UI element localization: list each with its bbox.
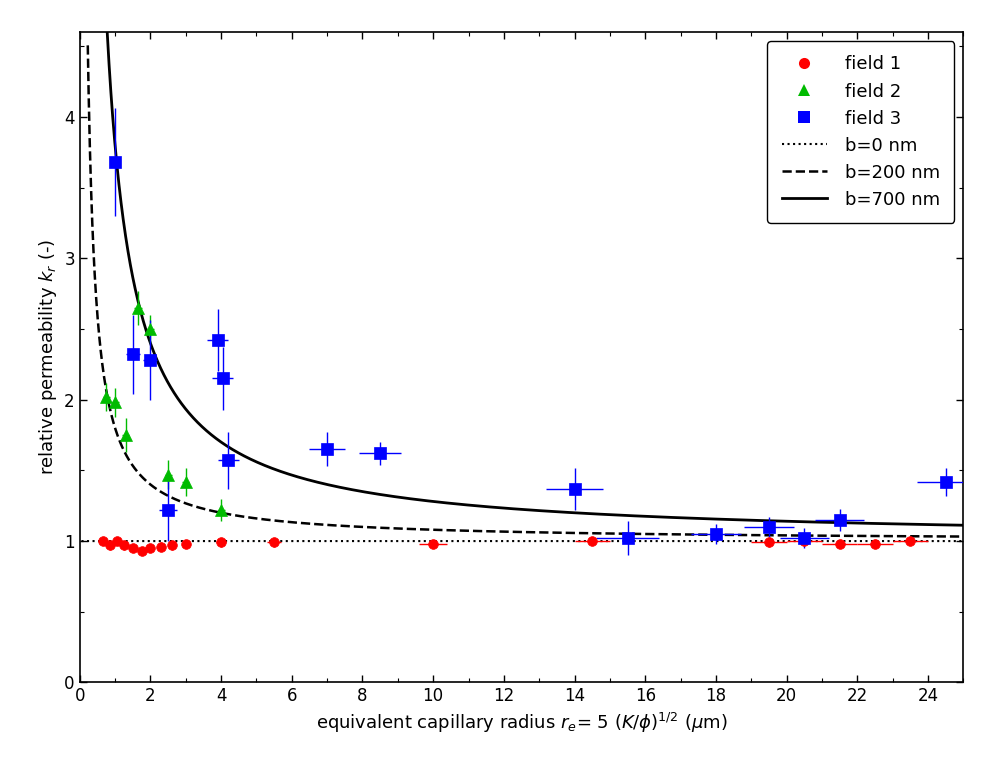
b=700 nm <box>741 515 753 525</box>
b=200 nm <box>656 529 668 538</box>
b=0 nm <box>420 536 432 545</box>
b=700 nm <box>801 517 813 526</box>
b=0 nm <box>178 536 190 545</box>
Legend: field 1, field 2, field 3, b=0 nm, b=200 nm, b=700 nm: field 1, field 2, field 3, b=0 nm, b=200… <box>767 41 954 223</box>
b=0 nm <box>75 536 87 545</box>
b=0 nm <box>459 536 471 545</box>
b=200 nm <box>267 516 279 525</box>
b=200 nm <box>82 41 94 50</box>
b=200 nm <box>749 531 761 540</box>
b=200 nm <box>562 528 574 538</box>
X-axis label: equivalent capillary radius $r_e$= 5 $(K/\phi)^{1/2}$ ($\mu$m): equivalent capillary radius $r_e$= 5 $(K… <box>316 711 727 735</box>
b=700 nm <box>856 518 868 528</box>
b=700 nm <box>253 459 265 468</box>
b=200 nm <box>691 530 703 539</box>
b=200 nm <box>975 532 987 542</box>
Line: b=700 nm: b=700 nm <box>107 33 981 525</box>
b=200 nm <box>537 528 549 537</box>
Y-axis label: relative permeability $k_r$ (-): relative permeability $k_r$ (-) <box>37 239 59 476</box>
Line: b=200 nm: b=200 nm <box>88 45 981 537</box>
b=0 nm <box>975 536 987 545</box>
b=700 nm <box>975 521 987 530</box>
b=0 nm <box>860 536 872 545</box>
b=700 nm <box>796 517 808 526</box>
b=0 nm <box>957 536 969 545</box>
b=700 nm <box>922 520 934 529</box>
b=0 nm <box>231 536 243 545</box>
b=700 nm <box>101 28 113 38</box>
